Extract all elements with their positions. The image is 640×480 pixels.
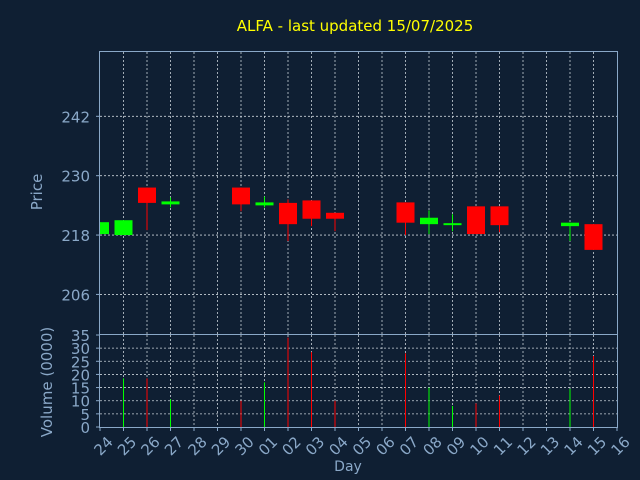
volume-panel-frame xyxy=(99,334,618,428)
candle-body xyxy=(114,220,133,236)
candle-body xyxy=(138,187,156,203)
x-tick-label: 27 xyxy=(161,433,187,459)
candle-body xyxy=(420,217,438,225)
candle-body xyxy=(561,222,579,227)
candle-14 xyxy=(561,222,579,241)
candle-body xyxy=(396,202,415,223)
candles xyxy=(99,187,603,250)
x-tick-label: 09 xyxy=(443,433,469,459)
volume-axis-label: Volume (0000) xyxy=(38,327,56,437)
x-tick-label: 15 xyxy=(584,433,610,459)
candle-11 xyxy=(490,206,509,233)
volume-tick-label: 15 xyxy=(71,380,90,398)
x-axis-label: Day xyxy=(334,459,362,475)
candle-15 xyxy=(584,224,603,250)
volume-tick-label: 5 xyxy=(80,406,90,424)
candle-body xyxy=(467,206,485,235)
candle-03 xyxy=(302,200,321,227)
x-tick-label: 05 xyxy=(349,433,375,459)
candle-body xyxy=(232,187,250,205)
x-tick-label: 02 xyxy=(279,433,305,459)
x-tick-label: 26 xyxy=(138,433,164,459)
volume-tick-label: 25 xyxy=(71,353,90,371)
x-ticks: 2425262728293001020304050607080910111213… xyxy=(91,427,634,459)
x-tick-label: 03 xyxy=(302,433,328,459)
candle-body xyxy=(279,202,297,225)
price-tick-label: 206 xyxy=(61,286,90,304)
candle-02 xyxy=(279,199,297,241)
price-axis-label: Price xyxy=(28,174,46,211)
x-tick-label: 14 xyxy=(561,433,587,459)
x-tick-label: 29 xyxy=(208,433,234,459)
chart-title: ALFA - last updated 15/07/2025 xyxy=(237,17,474,35)
candle-08 xyxy=(420,210,438,235)
x-tick-label: 04 xyxy=(326,433,352,459)
volume-tick-label: 30 xyxy=(71,340,90,358)
candle-26 xyxy=(138,187,156,231)
price-grid xyxy=(100,52,617,334)
candle-27 xyxy=(161,197,180,208)
candle-25 xyxy=(114,220,133,236)
x-tick-label: 07 xyxy=(396,433,422,459)
volume-bars xyxy=(123,337,594,427)
price-tick-label: 218 xyxy=(61,227,90,245)
x-tick-label: 16 xyxy=(608,433,634,459)
x-tick-label: 01 xyxy=(255,433,281,459)
candle-body xyxy=(100,222,109,235)
candle-body xyxy=(584,224,603,250)
candle-30 xyxy=(232,187,250,212)
candle-body xyxy=(161,201,180,205)
x-tick-label: 08 xyxy=(420,433,446,459)
candle-24 xyxy=(99,222,109,235)
x-tick-label: 28 xyxy=(185,433,211,459)
x-tick-label: 30 xyxy=(232,433,258,459)
candle-body xyxy=(302,200,321,219)
price-y-ticks: 206 218 230 242 xyxy=(61,108,100,304)
candle-07 xyxy=(396,202,415,236)
x-tick-label: 11 xyxy=(490,433,516,459)
price-tick-label: 230 xyxy=(61,168,90,186)
x-tick-label: 10 xyxy=(467,433,493,459)
x-tick-label: 12 xyxy=(514,433,540,459)
volume-grid xyxy=(100,335,617,427)
candle-09 xyxy=(443,214,462,232)
candle-body xyxy=(255,202,274,206)
volume-tick-label: 0 xyxy=(80,419,90,437)
x-tick-label: 06 xyxy=(373,433,399,459)
candle-04 xyxy=(326,212,344,232)
candle-body xyxy=(490,206,509,226)
x-tick-label: 13 xyxy=(537,433,563,459)
candle-10 xyxy=(467,206,485,235)
candle-01 xyxy=(255,196,274,208)
candle-body xyxy=(443,223,462,226)
price-tick-label: 242 xyxy=(61,108,90,126)
volume-tick-label: 20 xyxy=(71,366,90,384)
x-tick-label: 25 xyxy=(114,433,140,459)
volume-tick-label: 35 xyxy=(71,327,90,345)
candle-body xyxy=(326,212,344,219)
volume-tick-label: 10 xyxy=(71,393,90,411)
x-tick-label: 24 xyxy=(91,433,117,459)
